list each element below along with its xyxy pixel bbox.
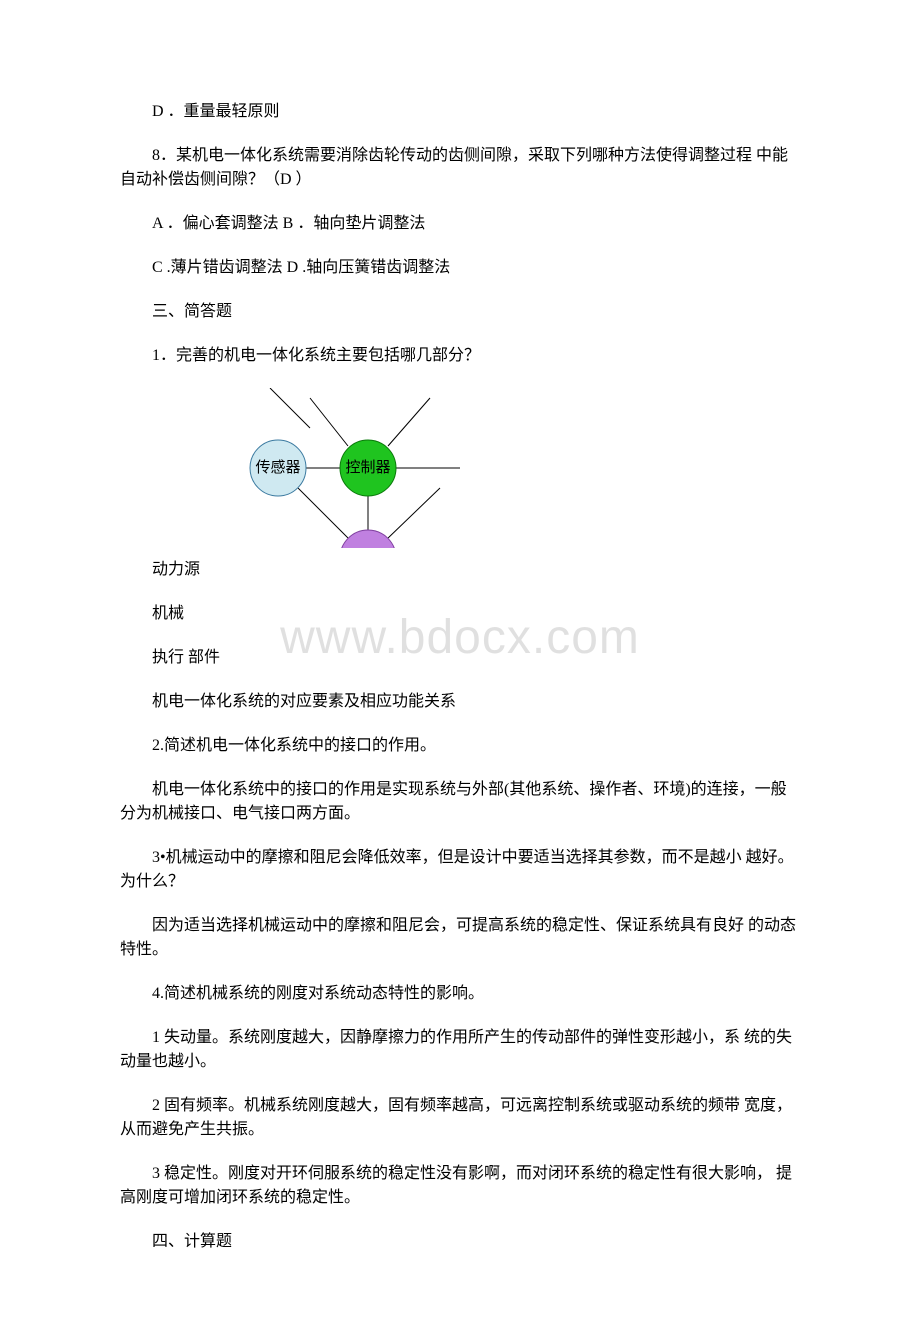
answer-4-3: 3 稳定性。刚度对开环伺服系统的稳定性没有影啊，而对闭环系统的稳定性有很大影响，…: [120, 1162, 800, 1210]
label-mech: 机械: [120, 602, 800, 626]
caption: 机电一体化系统的对应要素及相应功能关系: [120, 690, 800, 714]
question-3: 3•机械运动中的摩擦和阻尼会降低效率，但是设计中要适当选择其参数，而不是越小 越…: [120, 846, 800, 894]
options-ab: A ．偏心套调整法 B ．轴向垫片调整法: [120, 212, 800, 236]
svg-text:传感器: 传感器: [255, 459, 300, 476]
answer-4-2: 2 固有频率。机械系统刚度越大，固有频率越高，可远离控制系统或驱动系统的频带 宽…: [120, 1094, 800, 1142]
system-diagram: 传感器 控制器: [240, 388, 460, 548]
question-1: 1．完善的机电一体化系统主要包括哪几部分？: [120, 344, 800, 368]
label-exec: 执行 部件: [120, 646, 800, 670]
section-4-heading: 四、计算题: [120, 1230, 800, 1254]
svg-text:控制器: 控制器: [345, 459, 390, 476]
section-3-heading: 三、简答题: [120, 300, 800, 324]
answer-2: 机电一体化系统中的接口的作用是实现系统与外部(其他系统、操作者、环境)的连接，一…: [120, 778, 800, 826]
option-d: D ．重量最轻原则: [120, 100, 800, 124]
document-body: D ．重量最轻原则 8．某机电一体化系统需要消除齿轮传动的齿侧间隙，采取下列哪种…: [0, 0, 920, 1334]
question-8: 8．某机电一体化系统需要消除齿轮传动的齿侧间隙，采取下列哪种方法使得调整过程 中…: [120, 144, 800, 192]
question-2: 2.简述机电一体化系统中的接口的作用。: [120, 734, 800, 758]
answer-3: 因为适当选择机械运动中的摩擦和阻尼会，可提高系统的稳定性、保证系统具有良好 的动…: [120, 914, 800, 962]
question-4: 4.简述机械系统的刚度对系统动态特性的影响。: [120, 982, 800, 1006]
label-power: 动力源: [120, 558, 800, 582]
options-cd: C .薄片错齿调整法 D .轴向压簧错齿调整法: [120, 256, 800, 280]
diagram-svg: 传感器 控制器: [240, 388, 460, 548]
answer-4-1: 1 失动量。系统刚度越大，因静摩擦力的作用所产生的传动部件的弹性变形越小，系 统…: [120, 1026, 800, 1074]
